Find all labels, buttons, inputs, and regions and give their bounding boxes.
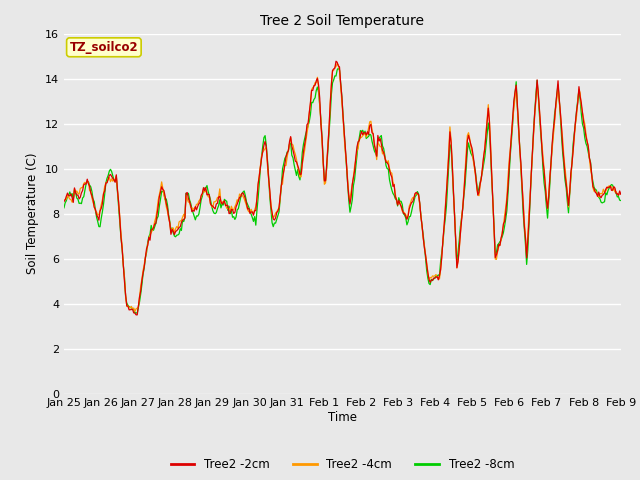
- Tree2 -8cm: [472, 169, 479, 175]
- Tree2 -2cm: [132, 312, 140, 318]
- Tree2 -8cm: [617, 198, 625, 204]
- Title: Tree 2 Soil Temperature: Tree 2 Soil Temperature: [260, 14, 424, 28]
- Tree2 -4cm: [568, 160, 576, 166]
- Tree2 -4cm: [333, 61, 341, 67]
- Tree2 -4cm: [472, 173, 479, 179]
- Line: Tree2 -4cm: Tree2 -4cm: [64, 64, 621, 312]
- Tree2 -8cm: [335, 65, 342, 71]
- Tree2 -8cm: [401, 212, 408, 218]
- Tree2 -4cm: [296, 174, 304, 180]
- X-axis label: Time: Time: [328, 411, 357, 424]
- Tree2 -2cm: [332, 59, 340, 64]
- Tree2 -2cm: [472, 171, 479, 177]
- Tree2 -2cm: [234, 198, 242, 204]
- Legend: Tree2 -2cm, Tree2 -4cm, Tree2 -8cm: Tree2 -2cm, Tree2 -4cm, Tree2 -8cm: [166, 454, 519, 476]
- Tree2 -8cm: [296, 177, 304, 183]
- Line: Tree2 -2cm: Tree2 -2cm: [64, 61, 621, 315]
- Tree2 -4cm: [374, 140, 381, 145]
- Tree2 -4cm: [617, 191, 625, 196]
- Tree2 -2cm: [374, 132, 381, 138]
- Tree2 -2cm: [296, 172, 304, 178]
- Tree2 -4cm: [234, 199, 242, 204]
- Y-axis label: Soil Temperature (C): Soil Temperature (C): [26, 153, 40, 275]
- Tree2 -4cm: [60, 197, 68, 203]
- Tree2 -4cm: [131, 309, 139, 314]
- Tree2 -8cm: [374, 136, 381, 142]
- Tree2 -8cm: [568, 159, 576, 165]
- Tree2 -2cm: [401, 211, 408, 216]
- Line: Tree2 -8cm: Tree2 -8cm: [64, 68, 621, 313]
- Text: TZ_soilco2: TZ_soilco2: [70, 41, 138, 54]
- Tree2 -8cm: [133, 310, 141, 316]
- Tree2 -8cm: [234, 206, 242, 212]
- Tree2 -2cm: [617, 192, 625, 197]
- Tree2 -2cm: [568, 161, 576, 167]
- Tree2 -8cm: [60, 205, 68, 211]
- Tree2 -4cm: [401, 210, 408, 216]
- Tree2 -2cm: [60, 199, 68, 204]
